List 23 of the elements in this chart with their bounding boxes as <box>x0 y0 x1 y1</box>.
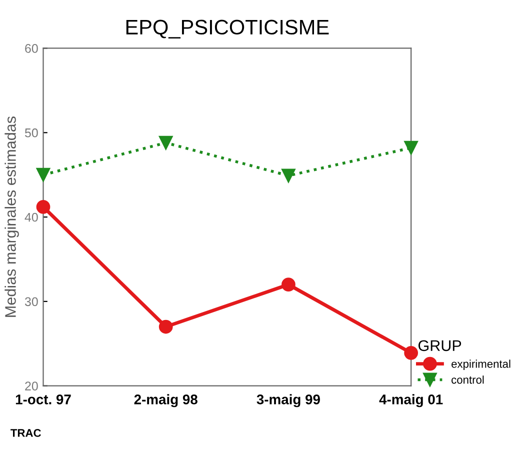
y-tick-label: 50 <box>24 128 38 138</box>
x-tick-label: 2-maig 98 <box>134 394 198 408</box>
y-tick-label: 20 <box>25 382 38 390</box>
point <box>282 278 296 292</box>
x-tick-label: 4-maig 01 <box>379 394 443 408</box>
x-tick-label: 1-oct. 97 <box>16 394 71 404</box>
legend-label: control <box>452 376 484 384</box>
point <box>404 140 418 155</box>
legend-title: GRUP <box>418 340 462 352</box>
point <box>36 200 50 214</box>
point <box>158 320 173 334</box>
point <box>282 168 296 183</box>
y-tick-label: 60 <box>25 44 38 53</box>
legend-label: expirimental <box>452 360 510 370</box>
y-tick-label: 40 <box>24 212 38 222</box>
point <box>404 346 418 360</box>
x-axis-title: TRAC <box>10 429 41 437</box>
y-tick-label: 30 <box>24 297 38 306</box>
x-tick-label: 3-maig 99 <box>256 394 320 408</box>
chart-title: EPQ_PSICOTICISME <box>126 20 329 38</box>
y-axis-title: Medias marginales estimadas <box>4 116 19 317</box>
point <box>36 168 50 182</box>
point <box>158 136 173 150</box>
